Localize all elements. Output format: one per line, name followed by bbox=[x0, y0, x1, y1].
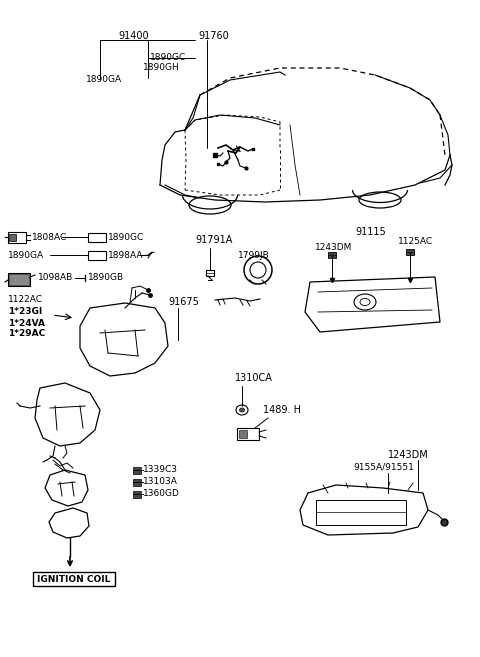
Text: 1489. H: 1489. H bbox=[263, 405, 301, 415]
Text: 1890GC: 1890GC bbox=[150, 53, 186, 62]
Text: IGNITION COIL: IGNITION COIL bbox=[37, 574, 111, 583]
Text: 1360GD: 1360GD bbox=[143, 489, 180, 499]
Text: 91675: 91675 bbox=[168, 297, 199, 307]
Bar bbox=[33, 572, 115, 586]
Bar bbox=[206, 270, 214, 276]
Text: 1*23GI: 1*23GI bbox=[8, 307, 42, 317]
Bar bbox=[88, 251, 106, 260]
Bar bbox=[316, 500, 406, 525]
Text: 1098AB: 1098AB bbox=[38, 273, 73, 283]
Bar bbox=[133, 479, 141, 486]
Text: 1122AC: 1122AC bbox=[8, 296, 43, 304]
Bar bbox=[133, 467, 141, 474]
Text: 1310CA: 1310CA bbox=[235, 373, 273, 383]
Bar bbox=[237, 428, 259, 440]
Text: 1890GC: 1890GC bbox=[108, 233, 144, 242]
Text: 1*29AC: 1*29AC bbox=[8, 330, 45, 338]
Text: 1890GB: 1890GB bbox=[88, 273, 124, 283]
Bar bbox=[9, 274, 29, 285]
Bar bbox=[328, 252, 336, 258]
Text: 91760: 91760 bbox=[198, 31, 229, 41]
Text: 1890GH: 1890GH bbox=[143, 64, 180, 72]
Text: 9155A/91551: 9155A/91551 bbox=[353, 463, 414, 472]
Bar bbox=[8, 273, 30, 286]
Text: 1890GA: 1890GA bbox=[86, 76, 122, 85]
Bar bbox=[9, 234, 16, 241]
Bar bbox=[8, 232, 26, 243]
Text: 1799JB: 1799JB bbox=[238, 250, 270, 260]
Text: 1808AC: 1808AC bbox=[32, 233, 67, 242]
Bar bbox=[406, 249, 414, 255]
Text: 1125AC: 1125AC bbox=[398, 237, 433, 246]
Text: 1243DM: 1243DM bbox=[315, 242, 352, 252]
Text: 13103A: 13103A bbox=[143, 478, 178, 486]
Bar bbox=[88, 233, 106, 242]
Bar bbox=[239, 430, 247, 438]
Text: 1898AA: 1898AA bbox=[108, 250, 144, 260]
Ellipse shape bbox=[240, 408, 244, 412]
Text: 1890GA: 1890GA bbox=[8, 250, 44, 260]
Text: 91791A: 91791A bbox=[195, 235, 232, 245]
Text: 1243DM: 1243DM bbox=[388, 450, 429, 460]
Bar bbox=[133, 491, 141, 498]
Text: 1339C3: 1339C3 bbox=[143, 466, 178, 474]
Text: 91400: 91400 bbox=[118, 31, 149, 41]
Text: 1*24VA: 1*24VA bbox=[8, 319, 45, 327]
Text: 91115: 91115 bbox=[355, 227, 386, 237]
